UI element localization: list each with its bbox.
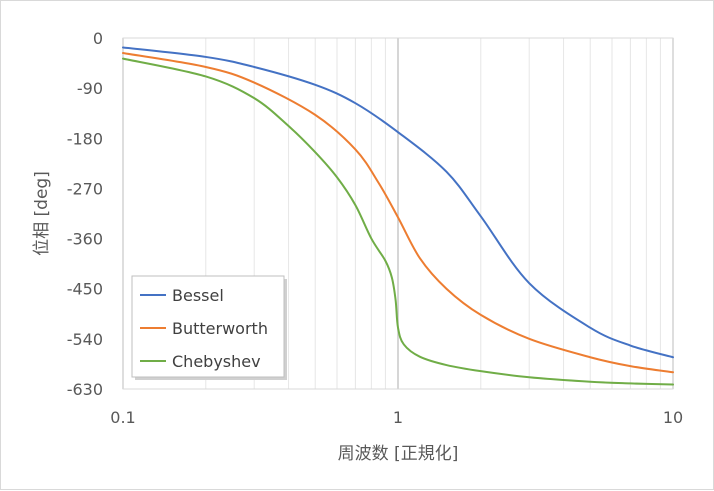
x-tick-labels: 0.1 1 10 xyxy=(110,408,683,427)
y-tick-label: -540 xyxy=(67,330,103,349)
legend-label-chebyshev: Chebyshev xyxy=(172,352,261,371)
y-tick-label: -630 xyxy=(67,380,103,399)
y-tick-label: -90 xyxy=(77,79,103,98)
series-line-butterworth xyxy=(122,52,674,374)
y-tick-label: -360 xyxy=(67,230,103,249)
series-line-chebyshev xyxy=(122,57,674,386)
x-tick-label: 10 xyxy=(663,408,683,427)
x-axis-title: 周波数 [正規化] xyxy=(338,444,459,464)
plot-area-border xyxy=(122,37,674,390)
legend-label-butterworth: Butterworth xyxy=(172,319,268,338)
legend-items: Bessel Butterworth Chebyshev xyxy=(140,286,268,371)
series-line-bessel xyxy=(122,46,674,359)
x-tick-label: 1 xyxy=(393,408,403,427)
series-lines xyxy=(122,46,674,386)
x-tick-label: 0.1 xyxy=(110,408,135,427)
legend: Bessel Butterworth Chebyshev xyxy=(131,275,287,380)
y-tick-labels: 0 -90 -180 -270 -360 -450 -540 -630 xyxy=(67,29,103,399)
legend-label-bessel: Bessel xyxy=(172,286,224,305)
y-tick-label: -180 xyxy=(67,129,103,148)
y-tick-label: 0 xyxy=(93,29,103,48)
y-tick-label: -270 xyxy=(67,179,103,198)
y-tick-label: -450 xyxy=(67,280,103,299)
y-axis-title: 位相 [deg] xyxy=(32,171,52,256)
